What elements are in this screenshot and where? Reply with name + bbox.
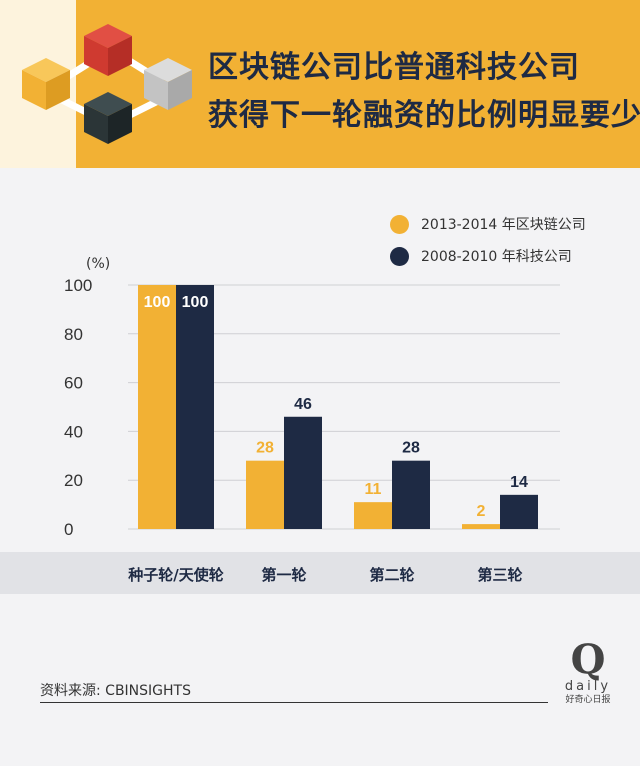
- legend-label-tech: 2008-2010 年科技公司: [421, 249, 572, 265]
- y-tick-label: 20: [64, 471, 83, 490]
- data-label: 28: [256, 440, 274, 457]
- bar-blockchain: [246, 460, 284, 529]
- x-category-label: 种子轮/天使轮: [127, 566, 223, 584]
- y-tick-label: 60: [64, 374, 83, 393]
- data-label: 28: [402, 440, 420, 457]
- data-label: 2: [477, 503, 486, 520]
- x-category-label: 第三轮: [477, 566, 522, 584]
- legend-swatch-tech: [390, 246, 409, 266]
- header-banner: 区块链公司比普通科技公司 获得下一轮融资的比例明显要少: [0, 0, 640, 168]
- data-label: 100: [182, 294, 209, 311]
- legend: 2013-2014 年区块链公司 2008-2010 年科技公司: [390, 208, 586, 272]
- bar-chart: 0 20 40 60 80 100 100 100 种子轮/天使轮 28 46 第一轮 11 28 第二轮 2…: [64, 276, 560, 584]
- source-divider: [40, 702, 548, 703]
- y-tick-label: 100: [64, 276, 92, 295]
- bar-tech: [500, 494, 538, 529]
- y-tick-label: 40: [64, 422, 83, 441]
- data-label: 11: [365, 481, 382, 498]
- source-note: 资料来源: CBINSIGHTS: [40, 683, 191, 699]
- x-axis-band: [0, 552, 640, 594]
- bar-blockchain: [138, 285, 176, 529]
- y-axis-unit: (%): [86, 256, 111, 272]
- y-tick-label: 0: [64, 520, 73, 539]
- bar-tech: [392, 460, 430, 529]
- bar-tech: [176, 285, 214, 529]
- brand-cn-text: 好奇心日报: [565, 695, 611, 705]
- legend-label-blockchain: 2013-2014 年区块链公司: [421, 217, 586, 233]
- blockchain-cubes-icon: [22, 24, 192, 144]
- title-line-1: 区块链公司比普通科技公司: [208, 50, 580, 85]
- y-tick-label: 80: [64, 325, 83, 344]
- bar-blockchain: [354, 502, 392, 529]
- x-category-label: 第一轮: [261, 566, 306, 584]
- data-label: 14: [510, 474, 528, 491]
- legend-swatch-blockchain: [390, 214, 409, 234]
- legend-item-blockchain: 2013-2014 年区块链公司: [390, 208, 586, 240]
- brand-q-mark: Q: [570, 636, 606, 683]
- legend-item-tech: 2008-2010 年科技公司: [390, 240, 586, 272]
- brand-logo: Q daily 好奇心日报: [558, 640, 618, 706]
- data-label: 100: [144, 294, 171, 311]
- page-title: 区块链公司比普通科技公司 获得下一轮融资的比例明显要少: [208, 44, 640, 140]
- title-line-2: 获得下一轮融资的比例明显要少: [208, 98, 640, 133]
- bar-blockchain: [462, 524, 500, 529]
- brand-daily-text: daily: [564, 679, 612, 694]
- data-label: 46: [294, 396, 312, 413]
- bar-tech: [284, 416, 322, 529]
- x-category-label: 第二轮: [369, 566, 414, 584]
